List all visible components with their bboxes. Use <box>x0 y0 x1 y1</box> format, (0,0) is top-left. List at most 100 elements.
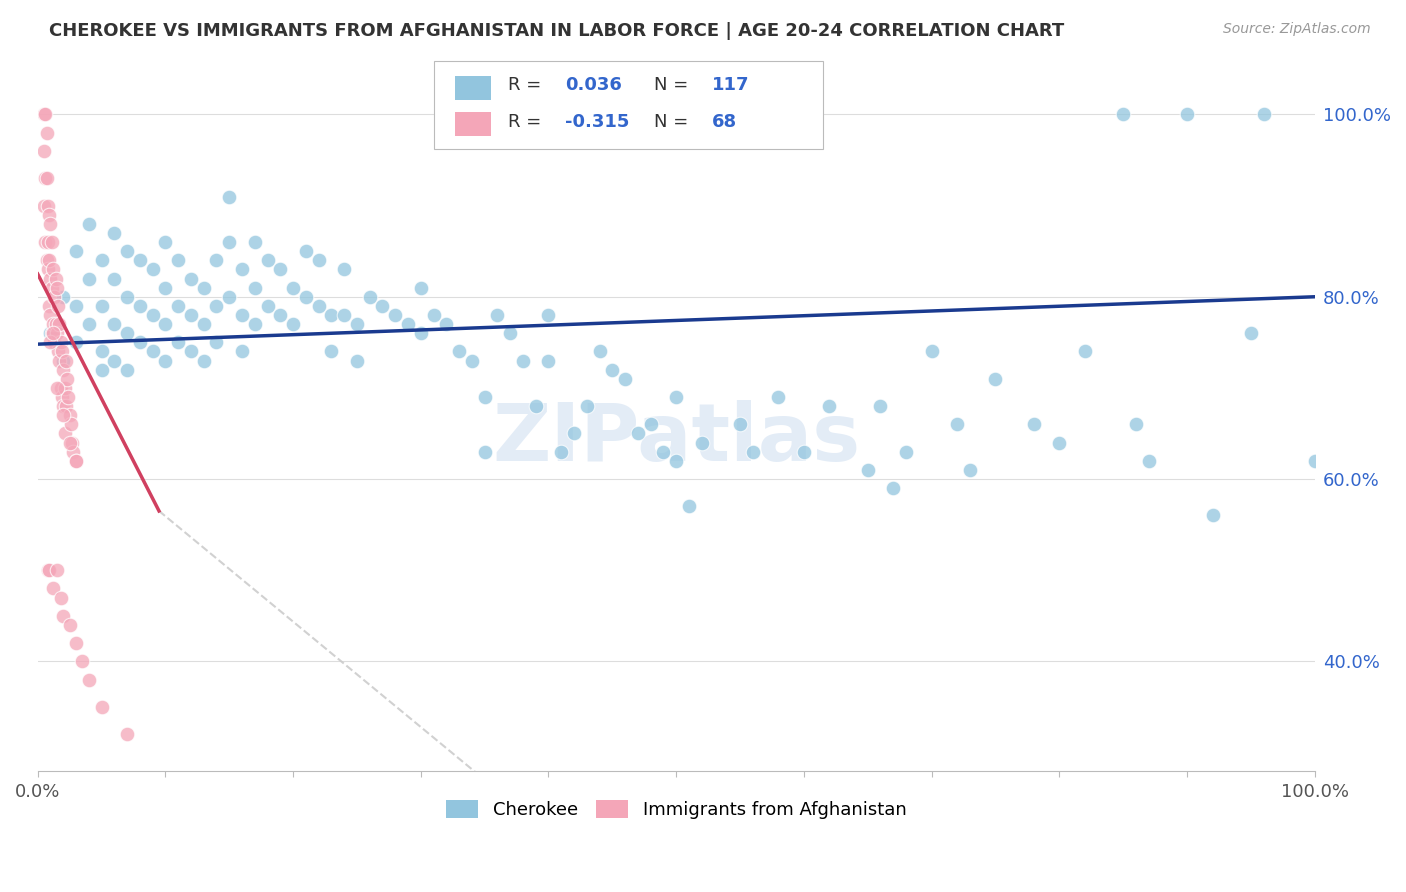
Point <box>52 608 75 623</box>
Point <box>665 454 688 468</box>
Point <box>793 444 815 458</box>
Point <box>665 390 688 404</box>
Point <box>422 308 444 322</box>
Point <box>512 353 534 368</box>
Point <box>640 417 662 432</box>
Point <box>142 262 165 277</box>
Point <box>218 235 240 249</box>
Point <box>180 271 202 285</box>
Point <box>321 344 343 359</box>
Point <box>243 280 266 294</box>
Point <box>155 317 177 331</box>
Point <box>256 299 278 313</box>
Point <box>128 299 150 313</box>
Text: R =: R = <box>508 113 547 131</box>
Point <box>1022 417 1045 432</box>
Point <box>65 335 87 350</box>
FancyBboxPatch shape <box>456 76 491 101</box>
Point <box>243 235 266 249</box>
Point <box>524 399 547 413</box>
Point <box>1112 107 1135 121</box>
Point <box>103 271 125 285</box>
Point <box>37 563 59 577</box>
Point <box>269 308 291 322</box>
Point <box>449 344 471 359</box>
Point <box>45 381 67 395</box>
Point <box>38 208 60 222</box>
Point <box>103 353 125 368</box>
Point <box>180 308 202 322</box>
Point <box>42 317 65 331</box>
FancyBboxPatch shape <box>456 112 491 136</box>
Point <box>52 353 75 368</box>
Text: N =: N = <box>654 113 695 131</box>
Point <box>921 344 943 359</box>
Point <box>537 353 560 368</box>
Point <box>45 280 67 294</box>
Point <box>115 290 138 304</box>
Point <box>115 244 138 259</box>
Point <box>52 362 75 376</box>
Point <box>115 362 138 376</box>
Point <box>1240 326 1263 341</box>
Point <box>35 171 58 186</box>
Point <box>652 444 675 458</box>
Point <box>205 335 228 350</box>
Text: Source: ZipAtlas.com: Source: ZipAtlas.com <box>1223 22 1371 37</box>
Point <box>359 290 381 304</box>
Point <box>52 399 75 413</box>
Point <box>984 372 1007 386</box>
Text: R =: R = <box>508 76 547 94</box>
Point <box>90 699 112 714</box>
Point <box>58 390 80 404</box>
Text: ZIPatlas: ZIPatlas <box>492 401 860 478</box>
Point <box>690 435 713 450</box>
Point <box>959 463 981 477</box>
Point <box>45 563 67 577</box>
Point <box>142 344 165 359</box>
Point <box>142 308 165 322</box>
Point <box>90 344 112 359</box>
Point <box>44 335 66 350</box>
Point <box>72 654 94 668</box>
Point <box>308 299 330 313</box>
Point <box>562 426 585 441</box>
Point <box>37 262 59 277</box>
Point <box>32 144 55 158</box>
Text: 117: 117 <box>711 76 749 94</box>
Point <box>205 299 228 313</box>
Point <box>55 399 77 413</box>
Point <box>49 591 72 605</box>
Point <box>77 217 100 231</box>
Point <box>256 253 278 268</box>
Point <box>52 409 75 423</box>
Point <box>486 308 509 322</box>
Point <box>41 326 63 341</box>
Point <box>499 326 522 341</box>
Point <box>90 362 112 376</box>
Point <box>155 353 177 368</box>
Point <box>741 444 763 458</box>
Point <box>65 636 87 650</box>
Point <box>77 317 100 331</box>
Point <box>167 299 190 313</box>
Point <box>90 253 112 268</box>
Point <box>65 299 87 313</box>
Point <box>602 362 624 376</box>
Point <box>346 317 368 331</box>
Point <box>321 308 343 322</box>
Point <box>59 618 82 632</box>
Point <box>35 126 58 140</box>
Point <box>45 317 67 331</box>
Point <box>59 435 82 450</box>
Point <box>51 390 73 404</box>
Point <box>409 280 432 294</box>
Point <box>1137 454 1160 468</box>
Point <box>308 253 330 268</box>
Point <box>218 189 240 203</box>
Point <box>856 463 879 477</box>
Point <box>35 253 58 268</box>
Point <box>77 271 100 285</box>
Point <box>59 409 82 423</box>
Point <box>205 253 228 268</box>
